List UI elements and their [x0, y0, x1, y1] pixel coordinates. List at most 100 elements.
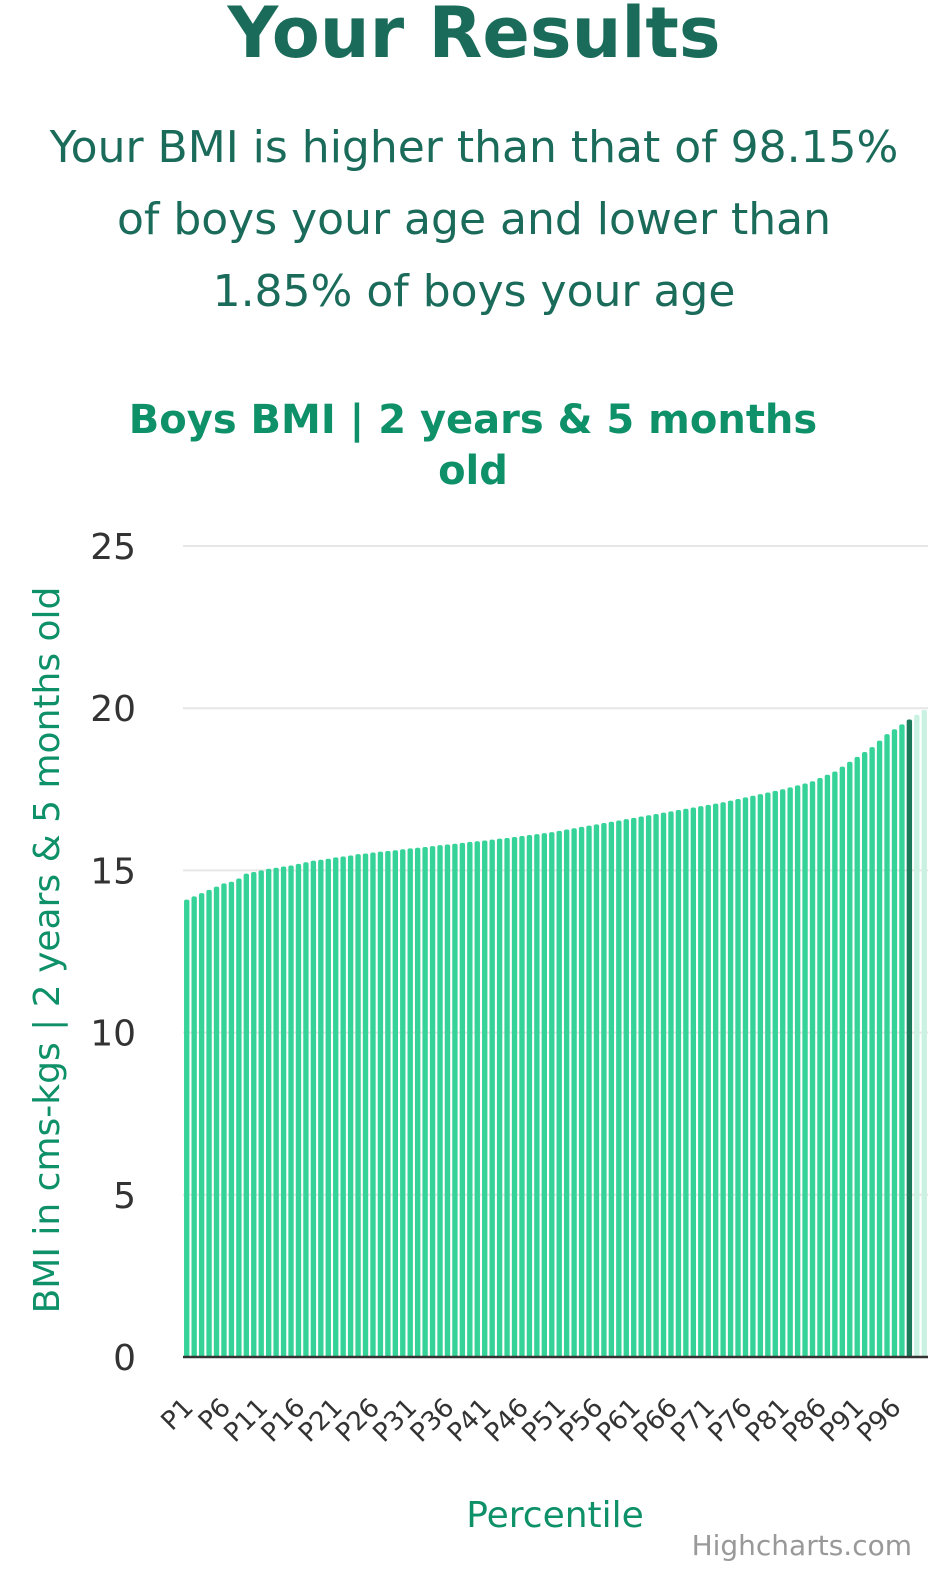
bar-p16[interactable]: [295, 863, 302, 1357]
bar-p41[interactable]: [482, 840, 488, 1357]
bar-p30[interactable]: [400, 849, 406, 1357]
bar-p63[interactable]: [645, 815, 652, 1357]
bar-p26[interactable]: [370, 852, 376, 1357]
bar-p51[interactable]: [556, 830, 562, 1357]
bar-p54[interactable]: [578, 826, 585, 1357]
bar-p96[interactable]: [891, 729, 898, 1357]
bar-p33[interactable]: [422, 847, 428, 1357]
bar-p59[interactable]: [616, 820, 622, 1357]
bar-p2[interactable]: [191, 896, 197, 1357]
bar-p34[interactable]: [429, 846, 436, 1357]
bar-p27[interactable]: [377, 851, 384, 1357]
bar-p23[interactable]: [347, 855, 354, 1357]
bar-p20[interactable]: [325, 858, 331, 1357]
bar-p95[interactable]: [884, 734, 890, 1357]
bar-p86[interactable]: [817, 777, 823, 1357]
bar-p3[interactable]: [198, 893, 205, 1357]
bar-p88[interactable]: [832, 771, 838, 1357]
bar-p67[interactable]: [675, 810, 682, 1357]
bar-p43[interactable]: [496, 838, 503, 1357]
bar-p93[interactable]: [869, 747, 875, 1357]
bar-p39[interactable]: [467, 841, 473, 1357]
bar-p19[interactable]: [318, 859, 324, 1357]
bar-p22[interactable]: [340, 856, 346, 1357]
bar-p73[interactable]: [720, 802, 726, 1357]
bar-p18[interactable]: [310, 860, 317, 1357]
bar-p84[interactable]: [802, 783, 808, 1357]
bar-p7[interactable]: [228, 881, 235, 1357]
bar-p28[interactable]: [385, 850, 391, 1357]
bar-p5[interactable]: [213, 886, 220, 1357]
bar-p4[interactable]: [206, 889, 212, 1357]
bar-p45[interactable]: [511, 836, 518, 1357]
bar-p11[interactable]: [258, 870, 264, 1357]
bar-p82[interactable]: [787, 787, 793, 1357]
bar-p42[interactable]: [489, 839, 495, 1357]
bar-p40[interactable]: [474, 841, 480, 1357]
bar-p89[interactable]: [839, 766, 845, 1357]
bar-p62[interactable]: [638, 816, 644, 1357]
bar-p72[interactable]: [712, 803, 719, 1357]
bar-p76[interactable]: [742, 797, 749, 1357]
bar-p49[interactable]: [541, 833, 547, 1357]
bar-p100[interactable]: [921, 709, 927, 1357]
bar-p21[interactable]: [333, 857, 339, 1357]
bar-p69[interactable]: [690, 807, 696, 1357]
bar-p13[interactable]: [273, 867, 279, 1357]
bar-p79[interactable]: [765, 792, 771, 1357]
bar-p31[interactable]: [407, 848, 413, 1357]
bar-p10[interactable]: [251, 872, 257, 1357]
bar-p92[interactable]: [861, 751, 868, 1357]
bar-p37[interactable]: [452, 843, 458, 1357]
bar-p50[interactable]: [549, 832, 555, 1357]
bar-p98[interactable]: [906, 719, 913, 1357]
bar-p90[interactable]: [847, 761, 853, 1357]
bar-p65[interactable]: [660, 812, 667, 1357]
bar-p99[interactable]: [914, 714, 920, 1357]
bar-p48[interactable]: [534, 834, 540, 1357]
bar-p14[interactable]: [280, 866, 287, 1357]
bar-p32[interactable]: [414, 847, 421, 1357]
bar-p64[interactable]: [653, 813, 659, 1357]
bar-p70[interactable]: [698, 806, 704, 1357]
bar-p44[interactable]: [504, 837, 510, 1357]
bar-p38[interactable]: [459, 842, 466, 1357]
bar-p71[interactable]: [705, 804, 711, 1357]
bar-p81[interactable]: [780, 789, 786, 1357]
bar-p77[interactable]: [750, 795, 756, 1357]
highcharts-credits[interactable]: Highcharts.com: [692, 1529, 912, 1562]
bar-p66[interactable]: [668, 811, 674, 1357]
bar-p61[interactable]: [631, 817, 637, 1357]
bar-p57[interactable]: [601, 823, 607, 1357]
bar-p83[interactable]: [794, 785, 801, 1357]
bar-p85[interactable]: [809, 781, 816, 1357]
bar-p46[interactable]: [519, 836, 525, 1357]
bar-p17[interactable]: [303, 862, 309, 1357]
bar-p56[interactable]: [593, 824, 600, 1357]
bar-p58[interactable]: [608, 821, 615, 1357]
bar-p8[interactable]: [236, 878, 242, 1357]
bar-p60[interactable]: [623, 819, 629, 1357]
bar-p36[interactable]: [444, 844, 451, 1357]
bar-p25[interactable]: [362, 853, 369, 1357]
bar-p6[interactable]: [221, 883, 227, 1357]
bar-p53[interactable]: [571, 828, 577, 1357]
bar-p52[interactable]: [563, 829, 570, 1357]
bar-p12[interactable]: [265, 868, 272, 1357]
bar-p97[interactable]: [899, 724, 905, 1357]
bar-p78[interactable]: [757, 794, 764, 1357]
bar-p87[interactable]: [824, 774, 831, 1357]
bar-p91[interactable]: [854, 756, 860, 1357]
bar-p9[interactable]: [243, 873, 249, 1357]
bar-p80[interactable]: [772, 790, 778, 1357]
bar-p29[interactable]: [392, 850, 398, 1357]
bar-p94[interactable]: [876, 740, 883, 1357]
bar-p15[interactable]: [288, 865, 294, 1357]
bar-p24[interactable]: [355, 854, 361, 1357]
bar-p47[interactable]: [526, 835, 533, 1357]
bar-p75[interactable]: [735, 799, 741, 1357]
bar-p68[interactable]: [683, 808, 689, 1357]
bar-p74[interactable]: [727, 800, 734, 1357]
bar-p55[interactable]: [586, 825, 592, 1357]
bar-p35[interactable]: [437, 845, 443, 1357]
